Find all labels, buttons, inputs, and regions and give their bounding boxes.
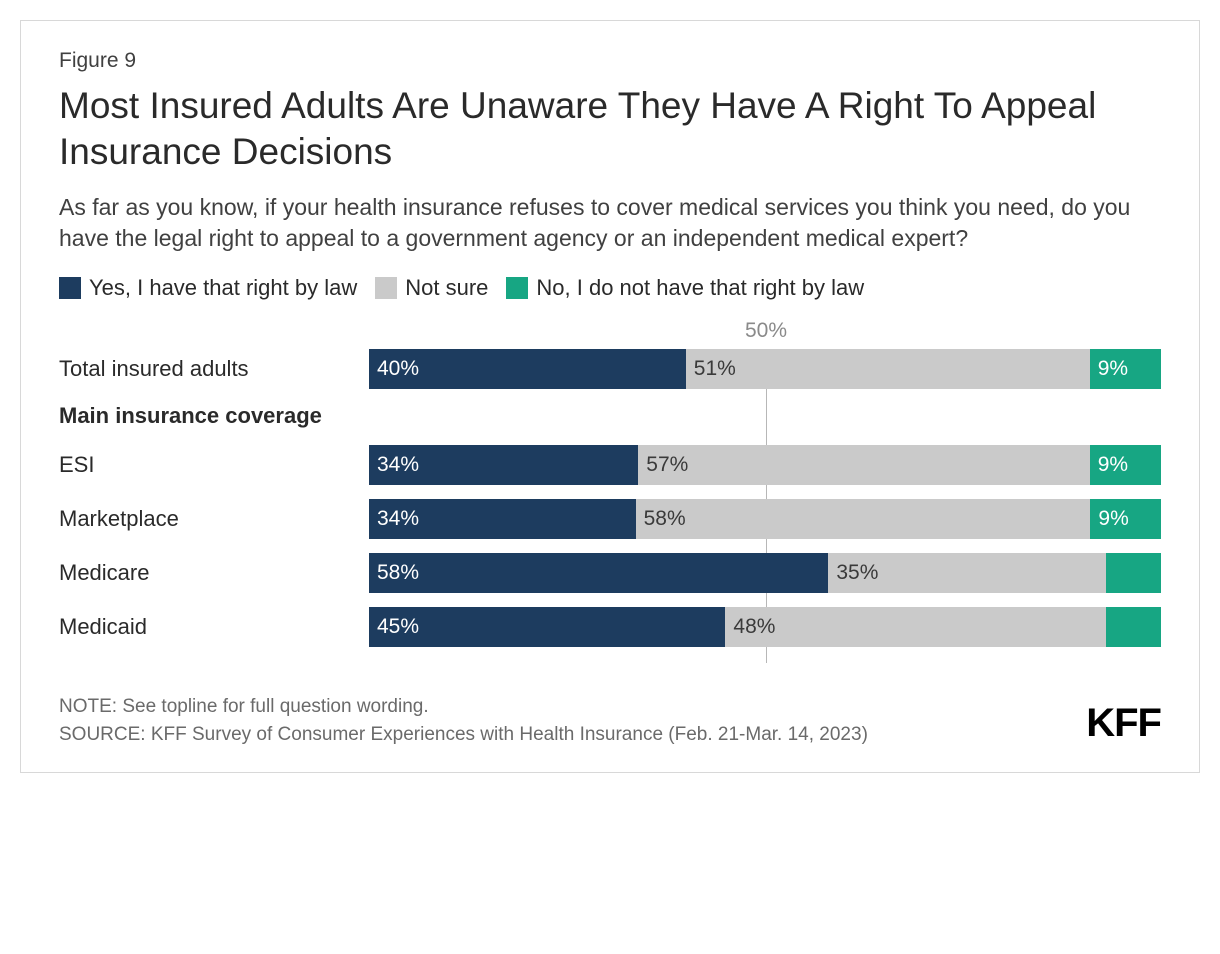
- chart-row: ESI 34%57%9%: [59, 445, 1161, 485]
- figure-container: Figure 9 Most Insured Adults Are Unaware…: [20, 20, 1200, 773]
- bar-segment: 45%: [369, 607, 725, 647]
- bar-segment: 9%: [1090, 499, 1161, 539]
- legend-swatch: [375, 277, 397, 299]
- chart-row: Medicaid 45%48%: [59, 607, 1161, 647]
- legend-swatch: [506, 277, 528, 299]
- bar-segment: 40%: [369, 349, 686, 389]
- legend-label: Not sure: [405, 275, 488, 301]
- bar-segment: 9%: [1090, 349, 1161, 389]
- bar-track: 58%35%: [369, 553, 1161, 593]
- legend-item: Not sure: [375, 275, 488, 301]
- kff-logo: KFF: [1086, 701, 1161, 748]
- figure-number: Figure 9: [59, 49, 1161, 73]
- chart-row: Marketplace 34%58%9%: [59, 499, 1161, 539]
- bar-segment: 57%: [638, 445, 1089, 485]
- bar-track: 45%48%: [369, 607, 1161, 647]
- bar-segment: [1106, 607, 1161, 647]
- footer-source: SOURCE: KFF Survey of Consumer Experienc…: [59, 721, 868, 749]
- bar-segment: 58%: [636, 499, 1091, 539]
- legend-item: No, I do not have that right by law: [506, 275, 864, 301]
- bar-track: 40%51%9%: [369, 349, 1161, 389]
- bar-segment: 9%: [1090, 445, 1161, 485]
- figure-subtitle: As far as you know, if your health insur…: [59, 192, 1161, 255]
- bar-segment: [1106, 553, 1161, 593]
- bar-segment: 51%: [686, 349, 1090, 389]
- bar-segment: 34%: [369, 499, 636, 539]
- footer-text: NOTE: See topline for full question word…: [59, 693, 868, 748]
- chart-row: Medicare 58%35%: [59, 553, 1161, 593]
- bar-track: 34%58%9%: [369, 499, 1161, 539]
- figure-footer: NOTE: See topline for full question word…: [59, 693, 1161, 748]
- bar-segment: 58%: [369, 553, 828, 593]
- bar-segment: 48%: [725, 607, 1105, 647]
- chart-legend: Yes, I have that right by law Not sure No,…: [59, 275, 1161, 301]
- chart-area: 50%Total insured adults40%51%9%Main insu…: [59, 319, 1161, 671]
- row-label: Total insured adults: [59, 356, 249, 381]
- bar-segment: 34%: [369, 445, 638, 485]
- row-label: Marketplace: [59, 506, 179, 531]
- legend-label: No, I do not have that right by law: [536, 275, 864, 301]
- legend-swatch: [59, 277, 81, 299]
- reference-label: 50%: [745, 319, 787, 343]
- footer-note: NOTE: See topline for full question word…: [59, 693, 868, 721]
- bar-track: 34%57%9%: [369, 445, 1161, 485]
- row-label: Medicare: [59, 560, 149, 585]
- chart-row: Total insured adults 40%51%9%: [59, 349, 1161, 389]
- group-header-label: Main insurance coverage: [59, 403, 322, 428]
- legend-label: Yes, I have that right by law: [89, 275, 357, 301]
- group-header: Main insurance coverage: [59, 403, 1161, 429]
- row-label: Medicaid: [59, 614, 147, 639]
- bar-segment: 35%: [828, 553, 1105, 593]
- figure-title: Most Insured Adults Are Unaware They Hav…: [59, 83, 1161, 176]
- legend-item: Yes, I have that right by law: [59, 275, 357, 301]
- row-label: ESI: [59, 452, 94, 477]
